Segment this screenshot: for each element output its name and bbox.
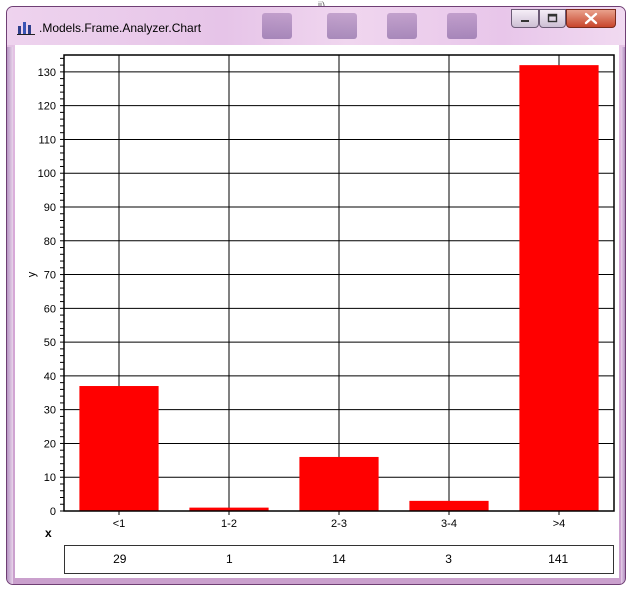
y-tick-label: 20 (44, 438, 56, 450)
chart-window: .Models.Frame.Analyzer.Chart 0 10 20 30 40 50… (6, 6, 626, 585)
maximize-button[interactable] (539, 9, 566, 28)
value-table: 29 1 14 3 141 (64, 545, 614, 574)
x-tick-label: <1 (113, 518, 126, 530)
titlebar-decoration (327, 13, 357, 39)
bar-chart: 0 10 20 30 40 50 60 70 80 90 100 110 120 130 <1 1-2 2-3 3… (26, 54, 615, 540)
table-cell: 1 (226, 552, 233, 566)
plot-area: 0 10 20 30 40 50 60 70 80 90 100 110 120 130 <1 1-2 2-3 3… (15, 45, 619, 578)
y-tick-label: 110 (38, 134, 56, 146)
y-tick-label: 70 (44, 270, 56, 282)
window-left-border (7, 47, 13, 584)
bar (519, 65, 599, 511)
table-cell: 29 (113, 552, 127, 566)
x-tick-label: 2-3 (331, 518, 347, 530)
x-tick-label: 3-4 (441, 518, 457, 530)
y-tick-label: 0 (50, 506, 56, 518)
titlebar-decoration (262, 13, 292, 39)
bar (189, 507, 269, 511)
x-axis-label: x (45, 526, 52, 540)
y-tick-label: 10 (44, 472, 56, 484)
window-right-border (621, 47, 625, 584)
y-tick-label: 50 (44, 337, 56, 349)
y-tick-label: 120 (38, 101, 56, 113)
table-cell: 141 (548, 552, 569, 566)
y-tick-label: 80 (44, 236, 56, 248)
y-tick-label: 130 (38, 67, 56, 79)
bar (79, 386, 159, 511)
minimize-button[interactable] (511, 9, 539, 28)
top-clipped-label: ij) (318, 0, 325, 10)
close-icon (584, 12, 598, 25)
y-tick-label: 30 (44, 405, 56, 417)
y-tick-label: 90 (44, 202, 56, 214)
table-cell: 14 (332, 552, 346, 566)
y-tick-label: 60 (44, 303, 56, 315)
close-button[interactable] (566, 9, 616, 28)
titlebar-decoration (447, 13, 477, 39)
window-title: .Models.Frame.Analyzer.Chart (39, 21, 202, 35)
title-bar[interactable]: .Models.Frame.Analyzer.Chart (7, 7, 625, 45)
y-tick-label: 100 (38, 168, 56, 180)
table-cell: 3 (445, 552, 452, 566)
minimize-icon (521, 20, 529, 22)
bar (299, 456, 379, 511)
x-tick-label: 1-2 (221, 518, 237, 530)
bar (409, 500, 489, 511)
x-tick-label: >4 (553, 518, 566, 530)
y-axis-label: y (26, 271, 38, 277)
bar-chart-icon (17, 22, 35, 35)
y-tick-label: 40 (44, 371, 56, 383)
titlebar-decoration (387, 13, 417, 39)
maximize-icon (547, 13, 558, 23)
